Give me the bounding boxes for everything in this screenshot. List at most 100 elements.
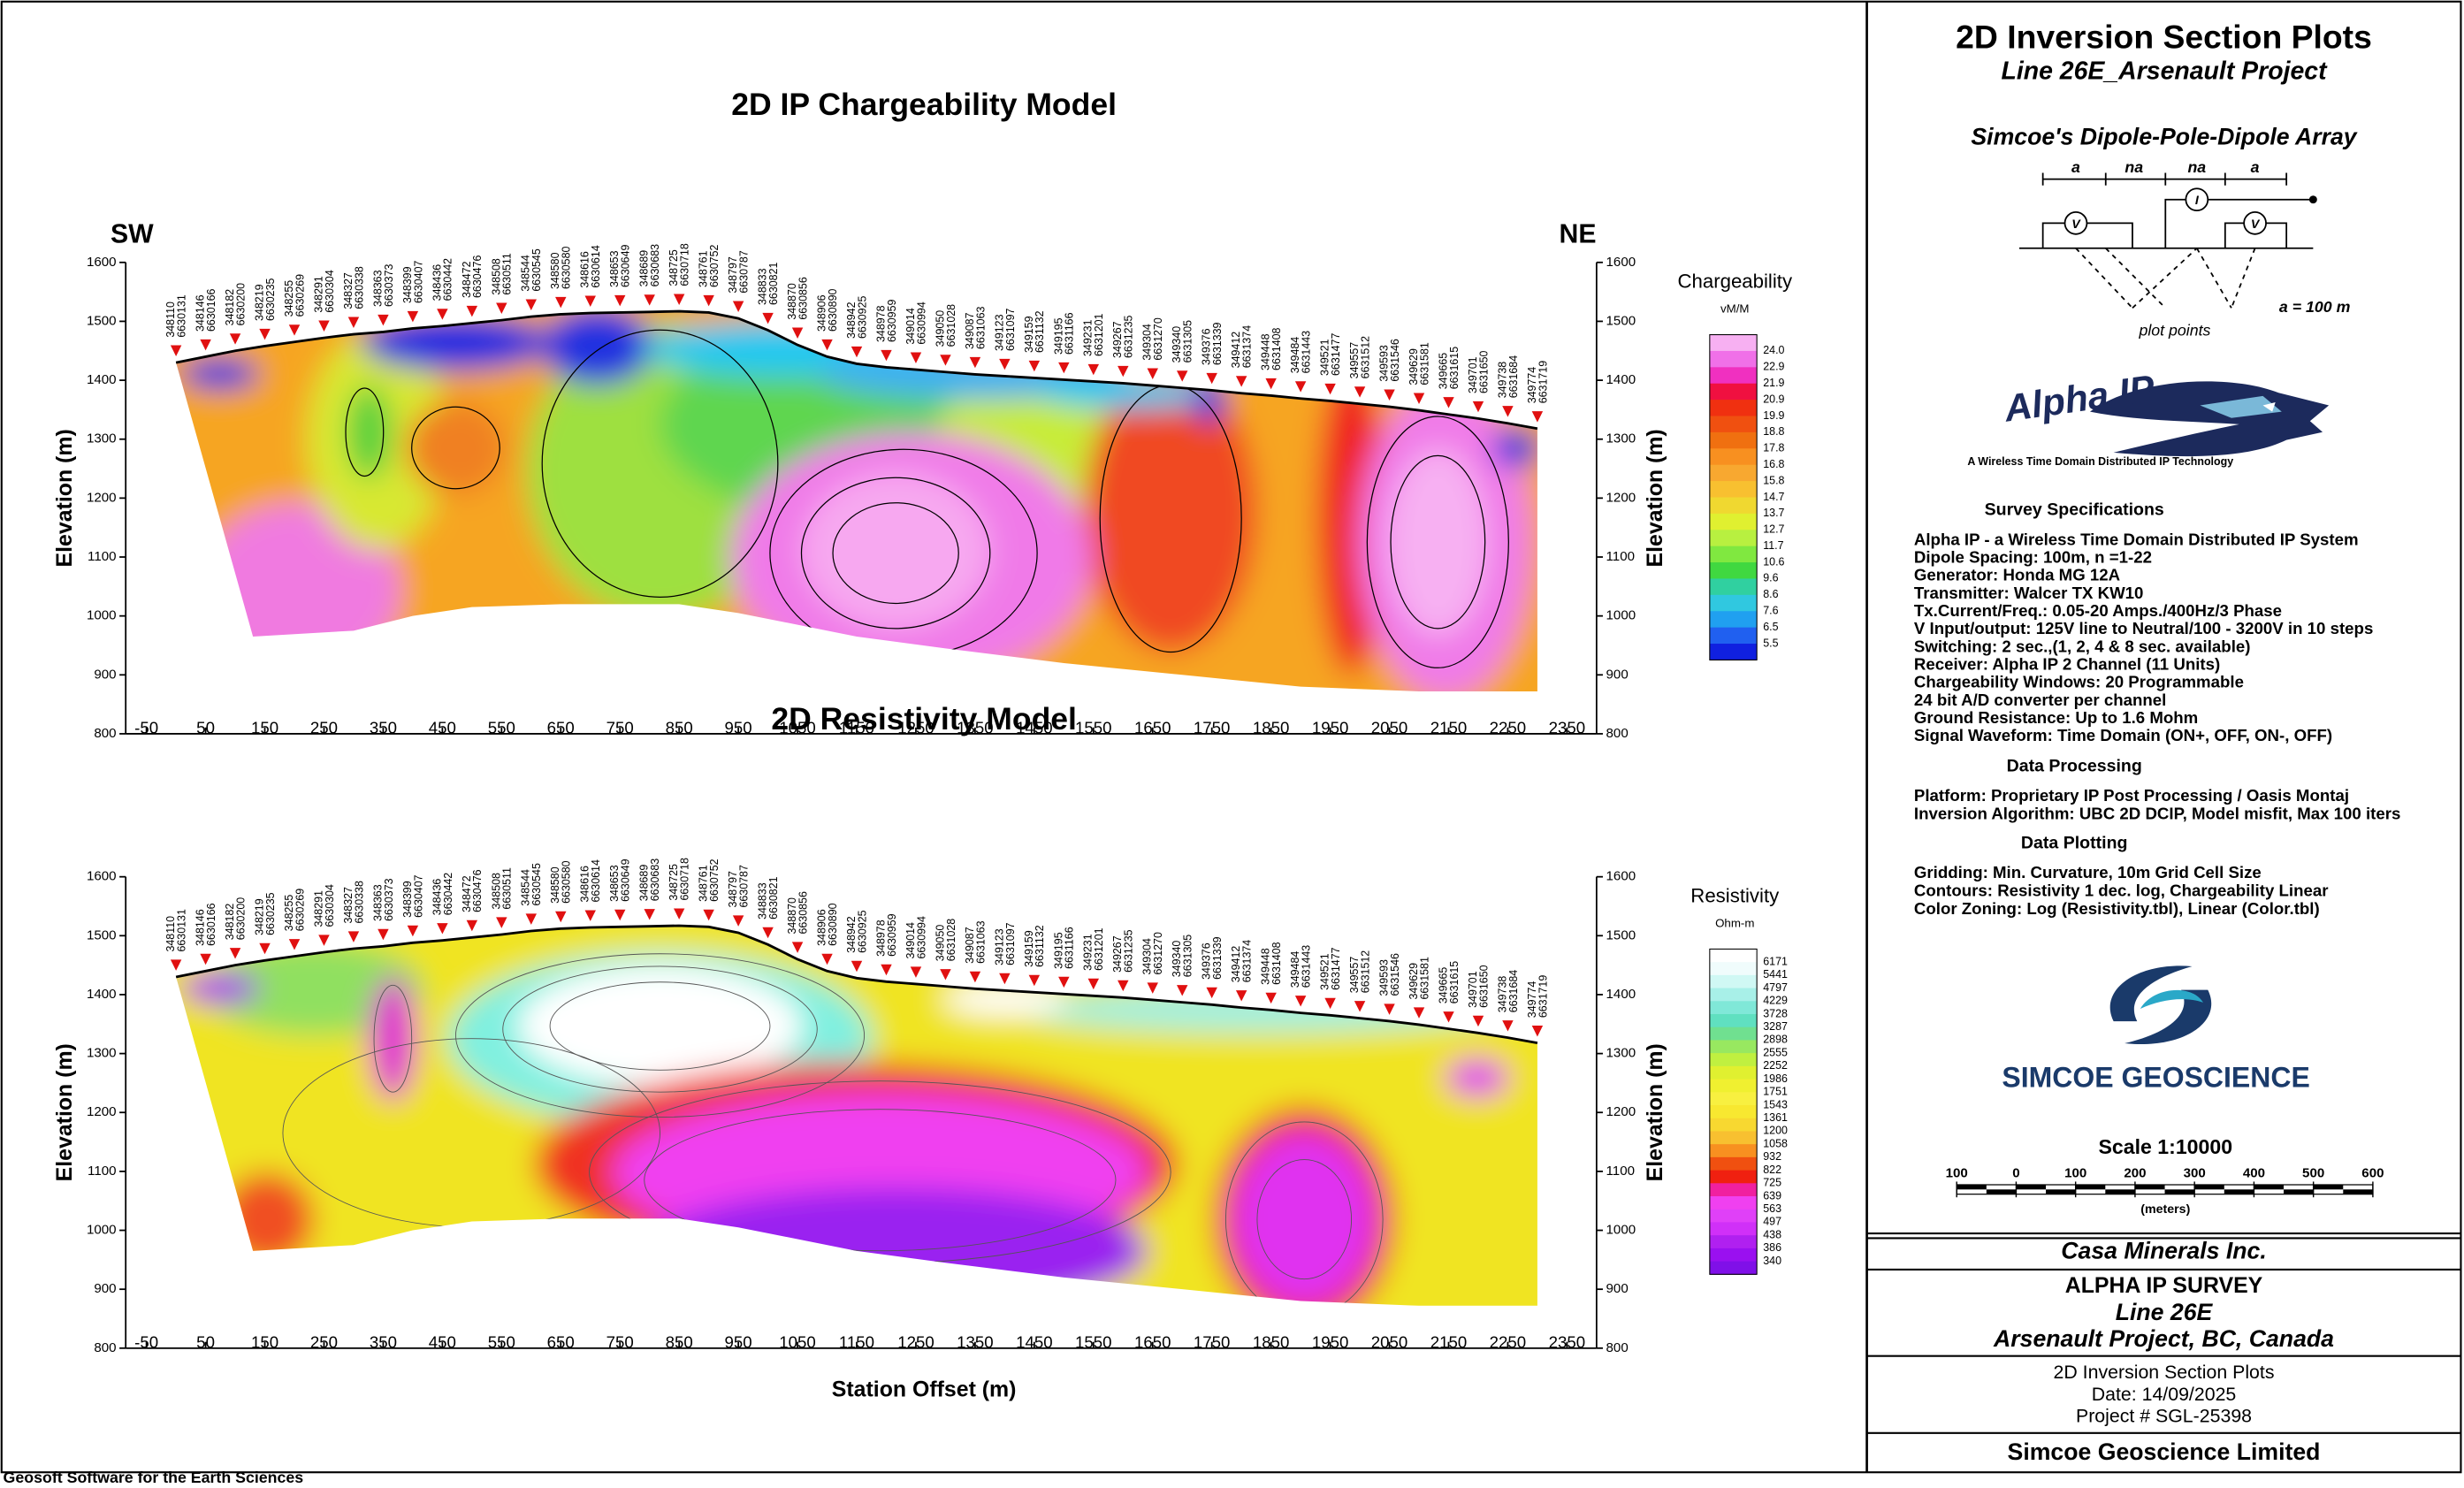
y-tick-label: 800 [1606, 1340, 1629, 1355]
station-marker [732, 301, 744, 312]
colorbar-label: 563 [1763, 1202, 1781, 1215]
station-marker [644, 909, 655, 920]
station-marker [969, 971, 981, 983]
station-marker [200, 953, 211, 965]
colorbar-label: 2898 [1763, 1034, 1788, 1046]
x-tick-label: -50 [134, 719, 158, 737]
station-marker [1443, 397, 1454, 408]
x-tick-label: 750 [606, 719, 634, 737]
station-northing: 6630718 [679, 858, 691, 900]
station-easting: 349267 [1111, 935, 1124, 973]
station-easting: 349593 [1377, 959, 1390, 996]
station-marker [673, 908, 685, 920]
colorbar-label: 438 [1763, 1228, 1781, 1240]
station-marker [703, 909, 714, 921]
meter-symbol: V [2251, 217, 2261, 232]
station-marker [851, 960, 863, 973]
project-name: Arsenault Project, BC, Canada [1993, 1325, 2334, 1352]
meter-symbol: V [2071, 217, 2081, 232]
section-heading: Data Processing [2007, 756, 2142, 775]
station-easting: 348870 [786, 283, 798, 320]
station-easting: 349123 [993, 314, 1005, 351]
station-easting: 348146 [195, 294, 207, 332]
x-tick-label: 1150 [839, 719, 874, 737]
station-easting: 348182 [224, 289, 236, 326]
station-easting: 349050 [934, 310, 946, 347]
meter-symbol: I [2195, 194, 2200, 208]
colorbar-label: 19.9 [1763, 409, 1784, 422]
station-easting: 348689 [638, 250, 651, 287]
station-northing: 6631719 [1537, 975, 1549, 1018]
station-easting: 349376 [1201, 942, 1213, 980]
spec-line: Signal Waveform: Time Domain (ON+, OFF, … [1914, 726, 2332, 744]
scale-tick-label: 500 [2302, 1166, 2324, 1181]
station-northing: 6630304 [324, 270, 336, 312]
station-easting: 349376 [1201, 328, 1213, 365]
x-tick-label: 2250 [1490, 719, 1527, 737]
station-marker [1058, 976, 1070, 988]
colorbar-frame [1709, 334, 1758, 660]
y-tick-label: 1500 [1606, 927, 1636, 942]
x-tick-label: 150 [251, 719, 278, 737]
colorbar-label: 16.8 [1763, 458, 1784, 470]
y-tick-label: 1200 [87, 490, 117, 505]
scale-tick-label: 0 [2012, 1166, 2019, 1181]
corner-label: SW [111, 220, 154, 249]
station-northing: 6630442 [442, 873, 454, 915]
station-easting: 349484 [1289, 951, 1301, 988]
chart-title: 2D Resistivity Model [771, 701, 1077, 736]
colorbar-swatch [1709, 481, 1758, 499]
x-tick-label: 2250 [1490, 1332, 1527, 1351]
station-marker [1413, 1007, 1425, 1019]
station-marker [347, 931, 360, 942]
station-marker [1413, 393, 1425, 404]
colorbar-label: 6.5 [1763, 621, 1778, 633]
station-easting: 348653 [608, 250, 621, 287]
colorbar-swatch [1709, 1144, 1758, 1158]
station-marker [466, 305, 478, 317]
station-northing: 6631443 [1301, 331, 1313, 373]
station-easting: 348219 [253, 898, 265, 935]
station-northing: 6631443 [1301, 945, 1313, 988]
station-easting: 349484 [1289, 337, 1301, 374]
station-northing: 6630373 [383, 263, 395, 306]
station-northing: 6630925 [856, 295, 868, 338]
station-easting: 348942 [845, 301, 858, 339]
station-easting: 348653 [608, 865, 621, 902]
colorbar-label: 21.9 [1763, 377, 1784, 389]
x-tick-label: 650 [547, 1332, 575, 1351]
station-northing: 6630683 [649, 244, 661, 286]
x-tick-label: 1950 [1312, 719, 1349, 737]
station-northing: 6630856 [797, 277, 809, 319]
station-marker [762, 312, 774, 324]
y-tick-label: 1100 [1606, 549, 1635, 564]
station-easting: 349774 [1526, 367, 1538, 404]
x-tick-label: 950 [725, 719, 752, 737]
scale-title: Scale 1:10000 [2099, 1135, 2233, 1158]
plot-points: plot points [2138, 322, 2210, 340]
station-easting: 348544 [520, 255, 532, 292]
station-northing: 6630718 [679, 243, 691, 286]
colorbar-label: 725 [1763, 1177, 1781, 1189]
array-title: Simcoe's Dipole-Pole-Dipole Array [1971, 123, 2357, 149]
x-tick-label: 250 [310, 719, 338, 737]
colorbar-label: 8.6 [1763, 588, 1778, 600]
scale-tick-label: 100 [2064, 1166, 2086, 1181]
x-tick-label: 1850 [1253, 719, 1290, 737]
colorbar-frame [1709, 948, 1758, 1275]
scale-segment [2164, 1189, 2195, 1194]
station-easting: 349340 [1171, 941, 1183, 978]
x-tick-label: 850 [666, 1332, 693, 1351]
scale-tick-label: 400 [2243, 1166, 2265, 1181]
station-marker [200, 339, 211, 351]
colorbar-label: 4229 [1763, 995, 1788, 1007]
station-marker [1028, 974, 1041, 987]
colorbar-swatch [1709, 367, 1758, 385]
station-northing: 6630787 [738, 250, 751, 293]
colorbar-swatch [1709, 464, 1758, 482]
x-tick-label: 350 [370, 719, 397, 737]
station-marker [555, 911, 567, 923]
y-tick-label: 1300 [1606, 431, 1636, 446]
station-easting: 348870 [786, 897, 798, 935]
